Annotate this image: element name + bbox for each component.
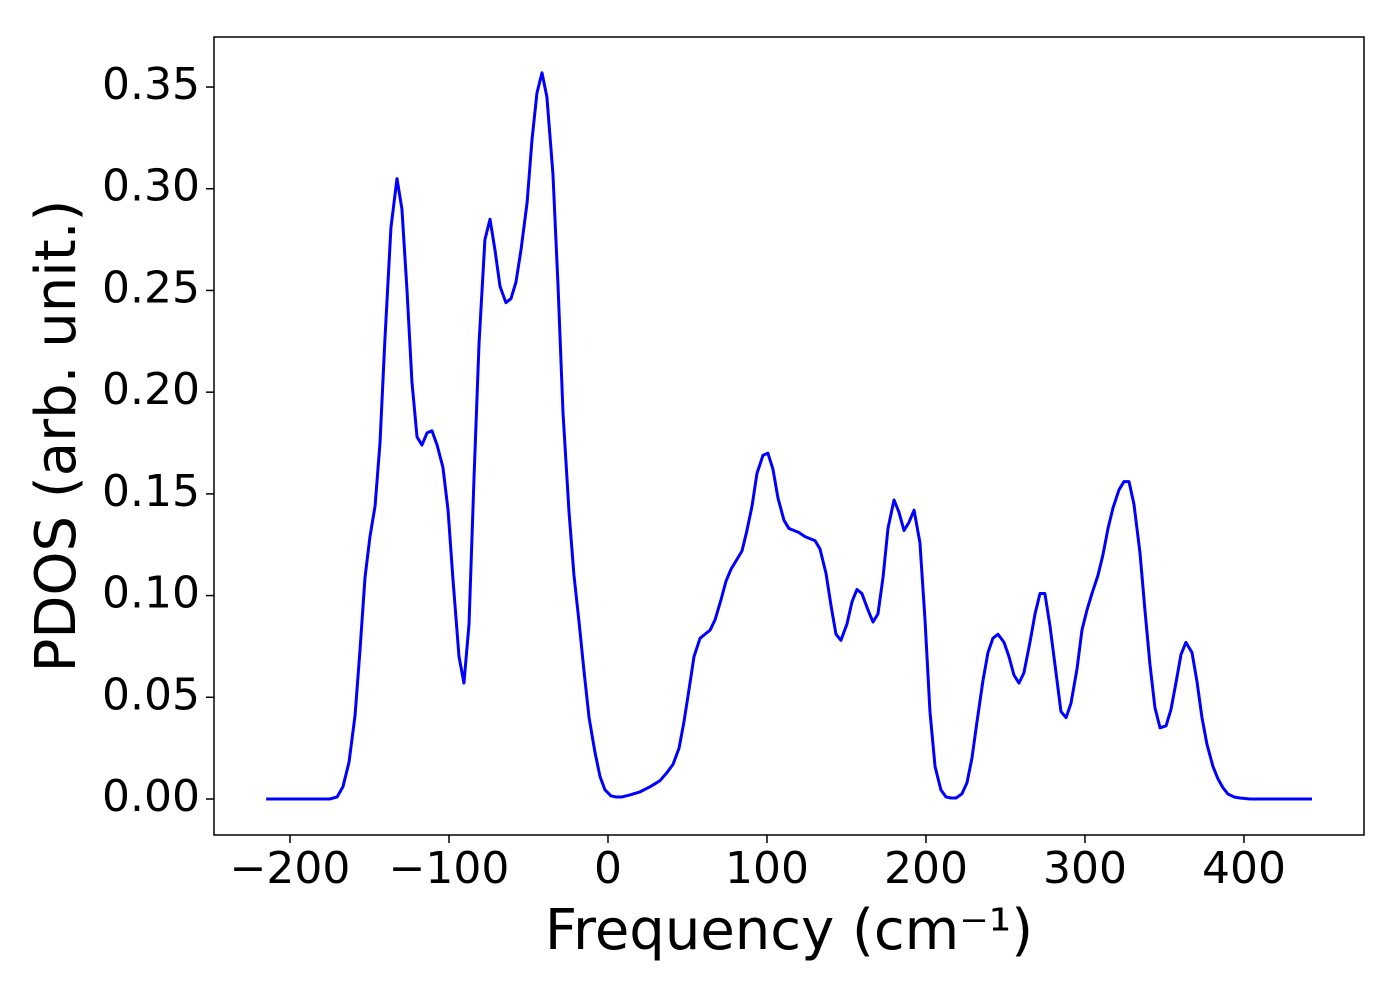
x-tick-label: −200 bbox=[230, 843, 351, 894]
y-axis-label: PDOS (arb. unit.) bbox=[24, 200, 89, 673]
x-tick-label: 200 bbox=[884, 843, 968, 894]
x-tick-label: 400 bbox=[1202, 843, 1286, 894]
y-tick-label: 0.00 bbox=[102, 771, 200, 822]
y-tick-label: 0.35 bbox=[102, 59, 200, 110]
y-tick-label: 0.10 bbox=[102, 568, 200, 619]
y-tick-label: 0.30 bbox=[102, 161, 200, 212]
y-tick-label: 0.15 bbox=[102, 466, 200, 517]
x-tick-label: 0 bbox=[594, 843, 622, 894]
x-tick-label: −100 bbox=[389, 843, 510, 894]
y-tick-label: 0.20 bbox=[102, 364, 200, 415]
plot-frame bbox=[213, 36, 1365, 836]
x-tick-label: 100 bbox=[725, 843, 809, 894]
y-tick-label: 0.05 bbox=[102, 669, 200, 720]
y-tick-label: 0.25 bbox=[102, 262, 200, 313]
line bbox=[266, 71, 1313, 801]
x-tick-label: 300 bbox=[1043, 843, 1127, 894]
x-axis-label: Frequency (cm⁻¹) bbox=[545, 898, 1033, 963]
